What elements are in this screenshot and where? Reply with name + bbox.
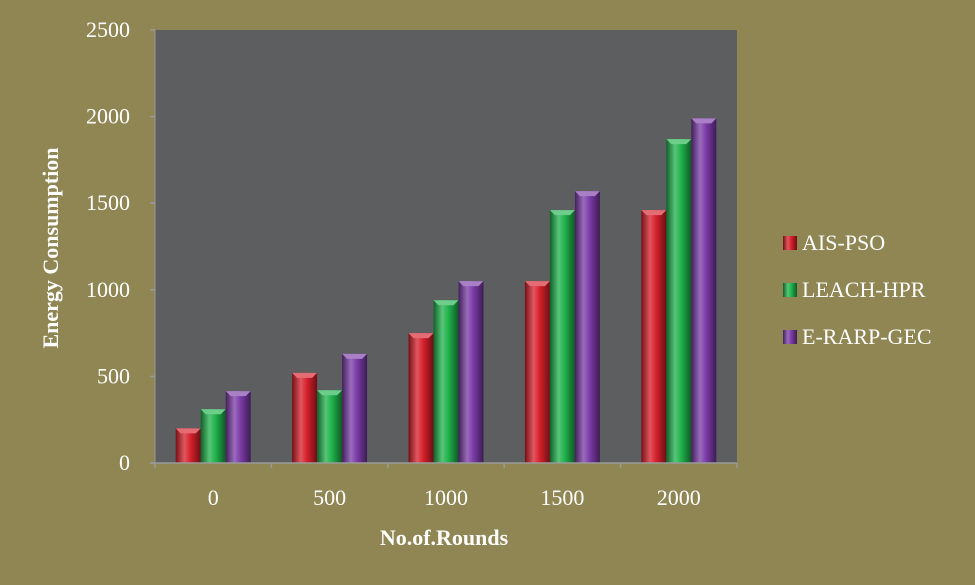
y-tick-label: 2000 xyxy=(86,104,130,129)
x-tick-label: 1500 xyxy=(540,485,584,510)
bar-e-rarp-gec-0 xyxy=(225,391,251,463)
bar-cap xyxy=(458,281,484,287)
bar-ais-pso-500 xyxy=(292,372,318,463)
x-tick-label: 1000 xyxy=(424,485,468,510)
bar-leach-hpr-0 xyxy=(200,409,226,463)
bar-cap xyxy=(342,353,368,359)
bar-ais-pso-1000 xyxy=(408,333,434,463)
bar-ais-pso-1500 xyxy=(524,281,550,463)
bar-cap xyxy=(641,210,667,216)
y-tick-label: 0 xyxy=(119,450,130,475)
bar-cap xyxy=(292,372,318,378)
y-tick-label: 1500 xyxy=(86,190,130,215)
bar-cap xyxy=(225,391,251,397)
legend-swatch-e-rarp-gec xyxy=(783,330,797,344)
bar-e-rarp-gec-500 xyxy=(342,353,368,463)
bar-ais-pso-2000 xyxy=(641,210,667,463)
bar-cap xyxy=(666,139,692,145)
legend-swatch-leach-hpr xyxy=(783,283,797,297)
bar-cap xyxy=(408,333,434,339)
bar-e-rarp-gec-1000 xyxy=(458,281,484,463)
bar-cap xyxy=(574,191,600,197)
bar-cap xyxy=(200,409,226,415)
y-tick-label: 500 xyxy=(97,363,130,388)
bar-cap xyxy=(175,428,201,434)
bar-leach-hpr-500 xyxy=(317,390,343,463)
bar-cap xyxy=(524,281,550,287)
y-tick-label: 2500 xyxy=(86,17,130,42)
legend: AIS-PSO LEACH-HPR E-RARP-GEC xyxy=(783,230,932,349)
legend-label-leach-hpr: LEACH-HPR xyxy=(802,277,926,302)
y-axis-title: Energy Consumption xyxy=(38,147,63,348)
x-tick-label: 500 xyxy=(313,485,346,510)
bar-cap xyxy=(691,118,717,124)
x-axis-title: No.of.Rounds xyxy=(380,525,509,550)
legend-label-e-rarp-gec: E-RARP-GEC xyxy=(802,324,932,349)
bar-cap xyxy=(317,390,343,396)
bar-e-rarp-gec-2000 xyxy=(691,118,717,463)
bar-leach-hpr-2000 xyxy=(666,139,692,463)
bar-ais-pso-0 xyxy=(175,428,201,463)
y-tick-label: 1000 xyxy=(86,277,130,302)
x-tick-label: 2000 xyxy=(657,485,701,510)
bar-leach-hpr-1000 xyxy=(433,300,459,463)
legend-swatch-ais-pso xyxy=(783,236,797,250)
bar-e-rarp-gec-1500 xyxy=(574,191,600,464)
legend-label-ais-pso: AIS-PSO xyxy=(802,230,885,255)
bar-leach-hpr-1500 xyxy=(549,210,575,463)
bar-cap xyxy=(549,210,575,216)
x-tick-label: 0 xyxy=(208,485,219,510)
bar-cap xyxy=(433,300,459,306)
